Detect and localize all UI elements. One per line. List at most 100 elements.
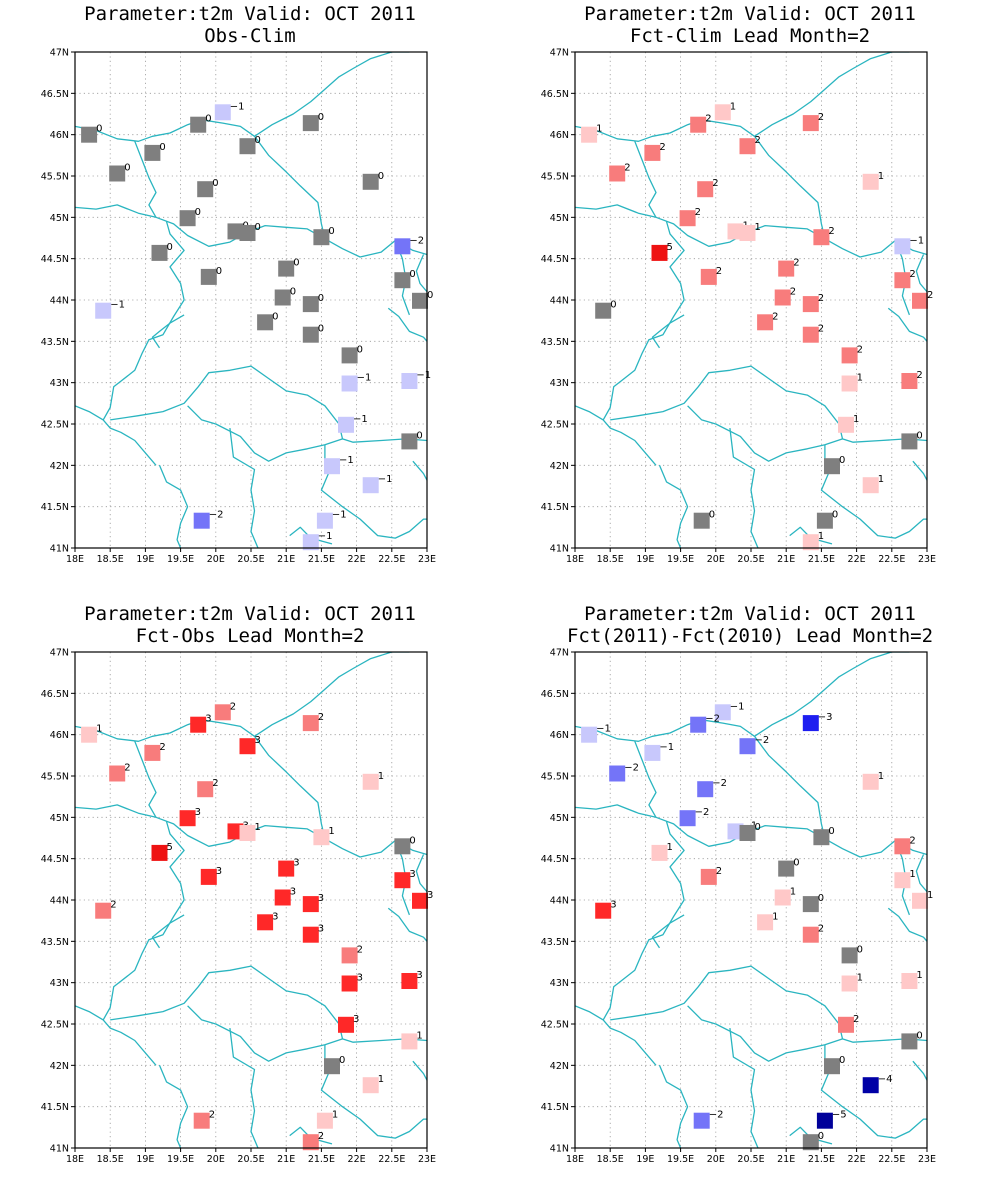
station-square (700, 868, 717, 885)
station-value-label: 3 (272, 911, 278, 922)
station-value-label: 0 (818, 1131, 824, 1142)
x-tick-label: 21E (777, 1154, 795, 1165)
station-square (901, 433, 918, 450)
station-value-label: 1 (909, 869, 915, 880)
border-line (634, 141, 657, 218)
station-square (816, 1112, 833, 1129)
station-markers: 0−1000000000000−2000000−1000−1−1−10−1−1−… (81, 101, 433, 551)
x-tick-label: 19E (136, 1154, 154, 1165)
station-square (651, 244, 668, 261)
station-value-label: 3 (409, 869, 415, 880)
station-value-label: −4 (878, 1074, 893, 1085)
station-value-label: 0 (916, 430, 922, 441)
border-line (687, 405, 843, 462)
x-tick-label: 20E (207, 554, 225, 565)
border-line (110, 365, 427, 443)
x-tick-label: 22E (848, 1154, 866, 1165)
station-value-label: −1 (110, 300, 125, 311)
border-line (575, 119, 826, 239)
station-value-label: 2 (659, 142, 665, 153)
y-tick-label: 46N (50, 730, 69, 741)
station-square (401, 1033, 418, 1050)
y-tick-label: 46.5N (41, 89, 69, 100)
border-line (254, 52, 410, 137)
x-tick-label: 20.5E (737, 1154, 764, 1165)
station-value-label: −1 (730, 701, 745, 712)
border-line (75, 719, 326, 839)
y-tick-label: 41.5N (541, 1102, 569, 1113)
border-line (75, 804, 427, 858)
station-value-label: 2 (916, 370, 922, 381)
station-value-label: −1 (596, 724, 611, 735)
panel-title-line2: Fct(2011)-Fct(2010) Lead Month=2 (567, 625, 933, 647)
panel-title-line1: Parameter:t2m Valid: OCT 2011 (84, 3, 416, 25)
station-value-label: 0 (205, 114, 211, 125)
border-line (602, 821, 685, 1021)
station-square (609, 165, 626, 182)
station-value-label: 2 (705, 114, 711, 125)
station-square (401, 973, 418, 989)
border-line (634, 741, 657, 818)
station-value-label: 1 (878, 474, 884, 485)
station-square (693, 512, 710, 529)
border-line (75, 204, 427, 258)
station-value-label: 2 (212, 778, 218, 789)
station-square (302, 926, 319, 943)
station-value-label: 2 (818, 324, 824, 335)
country-borders (75, 652, 427, 1148)
station-square (912, 292, 928, 309)
station-value-label: 0 (857, 944, 863, 955)
station-value-label: 0 (818, 893, 824, 904)
station-square (362, 173, 379, 190)
station-square (302, 896, 319, 913)
station-square (581, 126, 598, 143)
border-line (610, 365, 927, 443)
x-tick-label: 19.5E (167, 554, 194, 565)
y-tick-label: 41.5N (41, 1102, 69, 1113)
y-tick-label: 44N (550, 296, 569, 307)
panel-title-line1: Parameter:t2m Valid: OCT 2011 (584, 3, 916, 25)
border-line (158, 1065, 189, 1148)
station-square (862, 773, 879, 790)
border-line (187, 405, 343, 462)
x-tick-label: 20.5E (737, 554, 764, 565)
y-tick-label: 46.5N (541, 689, 569, 700)
border-line (575, 719, 826, 839)
x-tick-label: 21E (777, 554, 795, 565)
station-value-label: 3 (318, 893, 324, 904)
station-square (278, 260, 295, 277)
x-tick-label: 20E (207, 1154, 225, 1165)
station-value-label: 2 (790, 287, 796, 298)
y-tick-label: 41N (550, 1144, 569, 1155)
station-value-label: 3 (195, 807, 201, 818)
station-square (813, 229, 830, 246)
station-value-label: 1 (878, 171, 884, 182)
station-value-label: −1 (230, 101, 245, 112)
y-tick-label: 43.5N (541, 937, 569, 948)
station-square (214, 104, 231, 121)
y-tick-label: 43.5N (541, 337, 569, 348)
station-value-label: −2 (624, 763, 639, 774)
border-line (754, 52, 910, 137)
station-square (401, 433, 418, 450)
station-value-label: 1 (667, 842, 673, 853)
border-line (915, 254, 927, 293)
border-line (602, 221, 685, 421)
y-tick-label: 46N (550, 130, 569, 141)
station-value-label: −1 (909, 235, 924, 246)
y-tick-label: 43.5N (41, 937, 69, 948)
y-tick-label: 44N (50, 896, 69, 907)
station-square (239, 225, 256, 241)
station-value-label: −5 (832, 1110, 847, 1121)
station-value-label: 2 (716, 866, 722, 877)
station-value-label: −2 (709, 1110, 724, 1121)
x-tick-label: 20E (707, 1154, 725, 1165)
station-value-label: 0 (328, 226, 334, 237)
station-value-label: 0 (293, 258, 299, 269)
y-tick-label: 45.5N (41, 172, 69, 183)
station-value-label: 1 (857, 973, 863, 984)
station-square (841, 375, 858, 392)
country-borders (575, 652, 927, 1148)
station-square (341, 947, 358, 964)
